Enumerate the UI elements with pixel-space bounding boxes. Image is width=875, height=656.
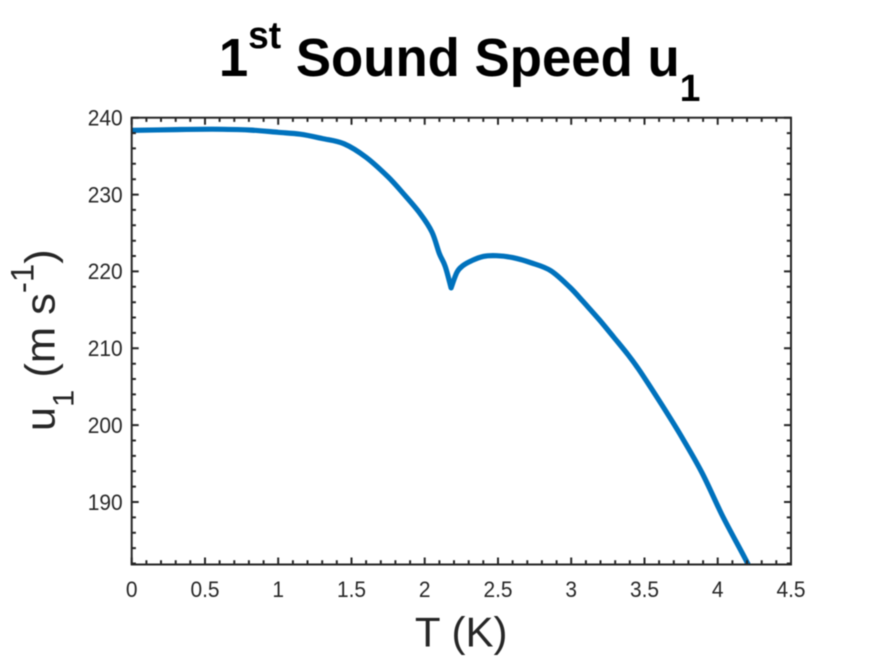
svg-text:3: 3	[565, 576, 577, 602]
svg-text:2.5: 2.5	[483, 576, 512, 602]
svg-text:0: 0	[126, 576, 138, 602]
svg-text:220: 220	[88, 258, 123, 284]
svg-text:0.5: 0.5	[190, 576, 219, 602]
svg-text:4: 4	[712, 576, 724, 602]
svg-text:u1 (m s-1): u1 (m s-1)	[5, 249, 80, 431]
svg-text:200: 200	[88, 412, 123, 438]
svg-text:2: 2	[419, 576, 431, 602]
svg-text:210: 210	[88, 335, 123, 361]
svg-text:240: 240	[88, 105, 123, 131]
svg-text:4.5: 4.5	[776, 576, 805, 602]
svg-text:1st Sound Speed u1: 1st Sound Speed u1	[219, 14, 701, 109]
svg-text:1.5: 1.5	[337, 576, 366, 602]
svg-text:1: 1	[272, 576, 284, 602]
svg-text:230: 230	[88, 182, 123, 208]
svg-text:190: 190	[88, 489, 123, 515]
svg-text:3.5: 3.5	[630, 576, 659, 602]
svg-text:T (K): T (K)	[415, 608, 508, 655]
